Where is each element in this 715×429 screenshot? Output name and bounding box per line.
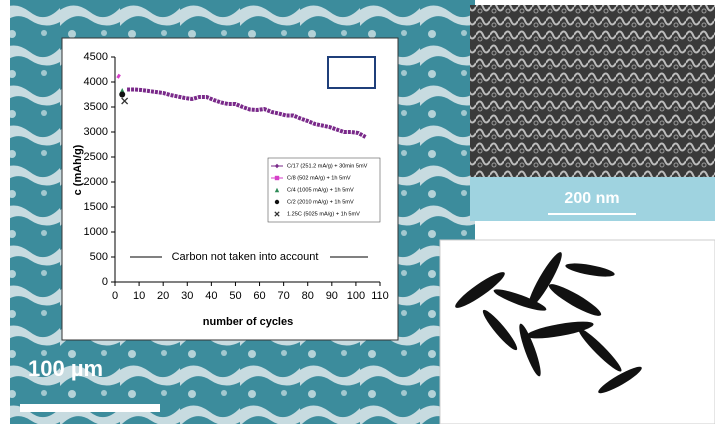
annotation: Carbon not taken into account [172, 251, 319, 263]
marker [275, 200, 279, 204]
legend-label: C/2 (2010 mA/g) + 1h 5mV [287, 199, 354, 205]
y-tick-label: 3000 [84, 126, 108, 138]
scale-label: 200 nm [564, 190, 619, 207]
x-tick-label: 70 [278, 290, 290, 302]
marker [119, 92, 125, 98]
y-tick-label: 1000 [84, 226, 108, 238]
x-tick-label: 100 [347, 290, 365, 302]
marker [275, 176, 279, 180]
scale-label: 100 µm [28, 356, 103, 381]
x-tick-label: 80 [302, 290, 314, 302]
y-tick-label: 2000 [84, 176, 108, 188]
series-line [117, 76, 119, 78]
y-tick-label: 500 [90, 251, 108, 263]
x-tick-label: 0 [112, 290, 118, 302]
legend-label: 1.25C (5025 mA/g) + 1h 5mV [287, 211, 360, 217]
sem-image [470, 5, 715, 177]
scale-bar [20, 404, 160, 412]
x-tick-label: 10 [133, 290, 145, 302]
y-tick-label: 4000 [84, 76, 108, 88]
legend-label: C/17 (251.2 mA/g) + 30min 5mV [287, 163, 368, 169]
legend-label: C/4 (1005 mA/g) + 1h 5mV [287, 187, 354, 193]
x-tick-label: 40 [205, 290, 217, 302]
y-tick-label: 1500 [84, 201, 108, 213]
y-axis-title: c (mAh/g) [72, 144, 84, 195]
y-tick-label: 2500 [84, 151, 108, 163]
y-tick-label: 0 [102, 276, 108, 288]
x-tick-label: 20 [157, 290, 169, 302]
x-tick-label: 30 [181, 290, 193, 302]
x-tick-label: 90 [326, 290, 338, 302]
y-tick-label: 3500 [84, 101, 108, 113]
x-axis-title: number of cycles [203, 316, 293, 328]
y-tick-label: 4500 [84, 51, 108, 63]
legend-label: C/8 (502 mA/g) + 1h 5mV [287, 175, 351, 181]
figure: 200 nm 100 µm c (mAh/g) number of cycles… [0, 0, 715, 424]
x-tick-label: 110 [371, 290, 389, 302]
x-tick-label: 50 [229, 290, 241, 302]
x-tick-label: 60 [253, 290, 265, 302]
